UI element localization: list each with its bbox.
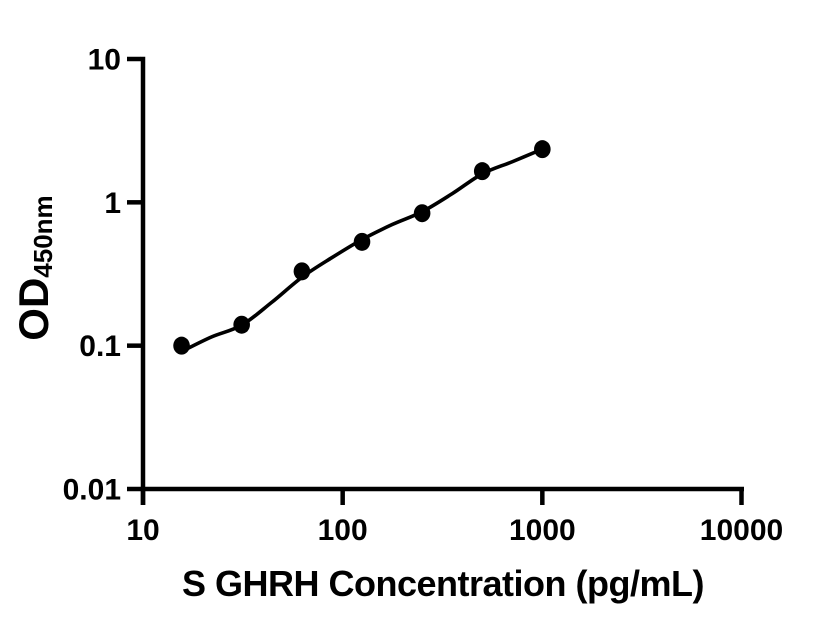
y-axis-title-sub: 450nm [28,195,58,278]
x-tick-label: 10000 [700,514,783,547]
data-point [293,262,311,281]
y-tick-label: 0.01 [63,474,121,507]
y-axis-title: OD450nm [6,148,62,388]
data-point [534,140,551,159]
x-tick-label: 1000 [509,514,576,547]
data-point [173,336,190,355]
data-point [233,315,250,334]
y-tick-label: 0.1 [79,330,121,363]
data-point [473,162,491,181]
y-tick-label: 10 [88,44,121,77]
data-point [413,204,431,223]
x-axis-title: S GHRH Concentration (pg/mL) [182,563,704,604]
y-axis-title-main: OD [10,277,57,341]
x-tick-label: 10 [126,514,159,547]
data-point [353,232,371,251]
y-tick-label: 1 [104,187,121,220]
x-tick-label: 100 [318,514,368,547]
